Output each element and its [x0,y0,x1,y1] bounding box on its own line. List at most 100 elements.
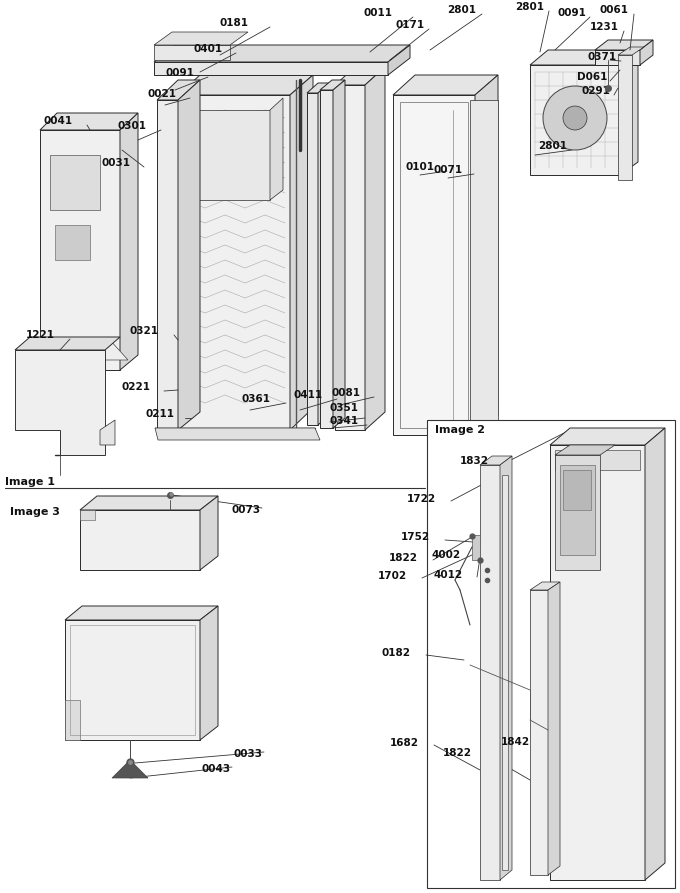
Circle shape [543,86,607,150]
Text: 1752: 1752 [401,532,430,542]
Polygon shape [365,67,385,430]
Polygon shape [40,130,120,370]
Polygon shape [65,700,80,740]
Text: 0321: 0321 [130,326,159,336]
Polygon shape [620,50,638,175]
Text: 0291: 0291 [581,86,610,96]
Polygon shape [80,510,200,570]
Polygon shape [55,225,90,260]
Polygon shape [80,510,95,520]
Polygon shape [307,93,318,425]
Text: 4012: 4012 [433,570,462,580]
Polygon shape [154,32,248,45]
Polygon shape [393,75,498,95]
Text: 0401: 0401 [194,44,223,54]
Polygon shape [618,47,644,55]
Polygon shape [388,45,410,75]
Text: 1702: 1702 [378,571,407,581]
Text: 1822: 1822 [443,748,472,758]
Text: 0221: 0221 [121,382,150,392]
Polygon shape [560,465,595,555]
Text: 0101: 0101 [406,162,435,172]
Polygon shape [65,606,218,620]
Text: 0182: 0182 [382,648,411,658]
Text: 0091: 0091 [557,8,586,18]
Polygon shape [335,85,365,430]
Polygon shape [480,465,500,880]
Polygon shape [500,456,512,880]
Bar [427,420,675,888]
Polygon shape [120,113,138,370]
Polygon shape [595,40,653,50]
Text: 1842: 1842 [501,737,530,747]
Polygon shape [530,65,620,175]
Polygon shape [333,80,345,428]
Polygon shape [618,55,632,180]
Polygon shape [157,100,178,430]
Polygon shape [393,95,475,435]
Polygon shape [157,80,200,100]
Polygon shape [100,420,115,445]
Text: 2801: 2801 [447,5,476,15]
Circle shape [563,106,587,130]
Polygon shape [555,455,600,570]
Polygon shape [40,113,138,130]
Text: 0211: 0211 [145,409,174,419]
Text: 0171: 0171 [395,20,424,30]
Polygon shape [15,337,120,350]
Text: 2801: 2801 [515,2,544,12]
Text: 1832: 1832 [460,456,489,466]
Polygon shape [530,590,548,875]
Polygon shape [640,40,653,65]
Text: 0073: 0073 [232,505,261,515]
Polygon shape [178,80,200,430]
Text: 0031: 0031 [101,158,130,168]
Polygon shape [550,445,645,880]
Text: D061: D061 [577,72,607,82]
Polygon shape [555,445,615,455]
Polygon shape [27,340,128,360]
Polygon shape [563,470,591,510]
Polygon shape [307,83,329,93]
Text: 0041: 0041 [43,116,72,126]
Polygon shape [194,110,270,200]
Text: 0011: 0011 [364,8,393,18]
Polygon shape [335,67,385,85]
Polygon shape [15,350,105,455]
Text: 2801: 2801 [538,141,567,151]
Text: 1822: 1822 [389,553,418,563]
Polygon shape [80,496,218,510]
Polygon shape [475,75,498,435]
Polygon shape [154,45,230,60]
Polygon shape [470,100,498,455]
Text: 1682: 1682 [390,738,419,748]
Polygon shape [50,155,100,210]
Text: 1231: 1231 [590,22,619,32]
Polygon shape [320,90,333,428]
Text: Image 2: Image 2 [435,425,485,435]
Polygon shape [270,98,283,200]
Polygon shape [480,456,512,465]
Polygon shape [65,620,200,740]
Polygon shape [200,606,218,740]
Polygon shape [200,496,218,570]
Polygon shape [645,428,665,880]
Text: 0371: 0371 [587,52,616,62]
Polygon shape [550,428,665,445]
Text: Image 3: Image 3 [10,507,60,517]
Polygon shape [320,80,345,90]
Polygon shape [555,450,640,470]
Text: 0043: 0043 [202,764,231,774]
Text: 0091: 0091 [165,68,194,78]
Polygon shape [154,62,388,75]
Text: 0411: 0411 [293,390,322,400]
Polygon shape [112,760,148,778]
Text: 4002: 4002 [431,550,460,560]
Polygon shape [502,475,508,870]
Text: 0061: 0061 [600,5,629,15]
Polygon shape [472,535,480,560]
Polygon shape [530,582,560,590]
Text: 0351: 0351 [329,403,358,413]
Text: 0181: 0181 [219,18,248,28]
Text: 0301: 0301 [117,121,146,131]
